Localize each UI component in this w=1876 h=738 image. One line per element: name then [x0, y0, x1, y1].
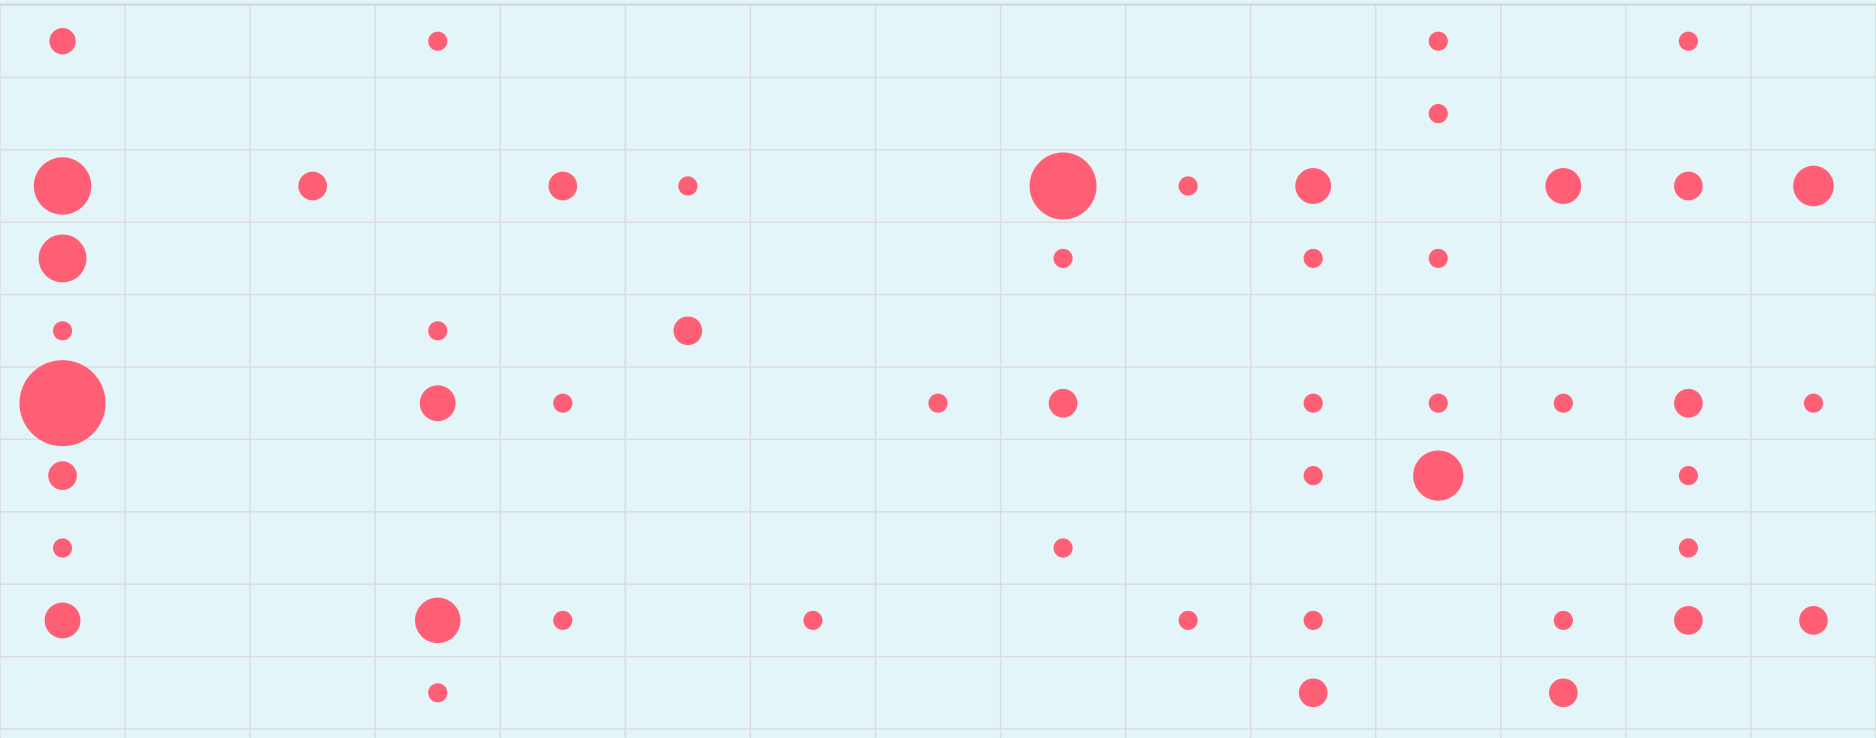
bubble — [52, 538, 73, 558]
bubble — [419, 385, 456, 422]
bubble — [1548, 678, 1578, 708]
bubble — [1678, 538, 1698, 558]
bubble — [49, 28, 76, 55]
bubble — [415, 597, 461, 644]
bubble — [1303, 248, 1323, 268]
bubble — [1674, 171, 1703, 201]
bubble — [1553, 393, 1573, 413]
bubble — [428, 683, 448, 703]
bubble — [1799, 606, 1828, 635]
bubble — [1413, 450, 1464, 501]
bubble — [44, 602, 81, 639]
bubble — [1295, 168, 1332, 204]
bubble — [428, 321, 448, 341]
bubble — [1793, 165, 1834, 207]
bubble — [1053, 538, 1073, 558]
bubble — [553, 610, 573, 630]
bubble — [38, 234, 87, 283]
bubble — [1678, 31, 1698, 51]
bubble — [1553, 610, 1573, 630]
bubble — [52, 321, 73, 341]
bubble — [1178, 610, 1198, 630]
bubble — [1678, 466, 1698, 486]
bubble — [1048, 388, 1078, 418]
bubble — [1053, 248, 1073, 268]
bubble — [1428, 248, 1448, 268]
bubble — [553, 393, 573, 413]
bubble — [33, 157, 92, 215]
bubble — [1303, 393, 1323, 413]
bubble — [673, 316, 703, 346]
bubble — [1298, 678, 1328, 708]
bubble — [678, 176, 698, 196]
bubble — [1029, 152, 1097, 220]
bubble — [1545, 168, 1582, 204]
bubble — [928, 393, 948, 413]
bubble — [1428, 393, 1448, 413]
bubble — [1178, 176, 1198, 196]
bubble — [19, 360, 106, 447]
bubble — [428, 31, 448, 51]
bubble — [1674, 388, 1703, 418]
bubble — [1674, 606, 1703, 635]
bubble — [1303, 466, 1323, 486]
bubble — [1803, 393, 1824, 413]
bubble — [1428, 31, 1448, 51]
bubble — [548, 171, 578, 201]
bubble — [48, 461, 77, 490]
bubble — [1428, 104, 1448, 124]
bubble — [1303, 610, 1323, 630]
bubble — [298, 171, 328, 201]
bubble — [803, 610, 823, 630]
